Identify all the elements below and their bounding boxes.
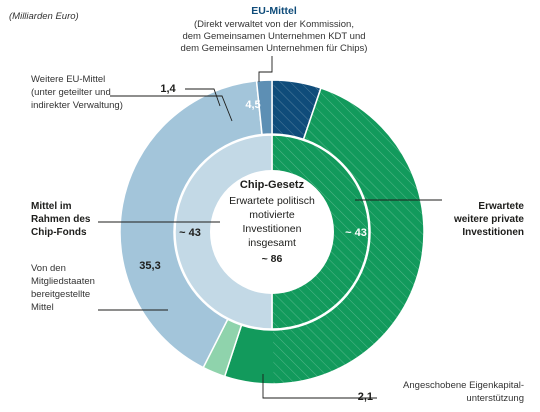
leader-lines (98, 56, 442, 399)
center-line: Investitionen (243, 223, 302, 235)
other-eu-value-label: 1,4 (160, 83, 176, 95)
center-total: ~ 86 (262, 253, 283, 265)
inner-left-value-label: ~ 43 (179, 227, 201, 239)
other-eu-desc-line: Weitere EU-Mittel (31, 74, 105, 85)
member-states-desc-line: bereitgestellte (31, 289, 90, 300)
hatch-overlay (272, 80, 425, 384)
member-states-value-label: 35,3 (139, 260, 160, 272)
other-eu-leader (185, 88, 221, 107)
private-hatch (272, 80, 425, 384)
private-investment-annotation: Erwartete weitere private Investitionen (453, 201, 524, 238)
unit-note: (Milliarden Euro) (9, 11, 79, 22)
center-label: Chip-Gesetz Erwartete politisch motivier… (229, 179, 315, 265)
member-states-segment (119, 79, 263, 369)
other-eu-desc-leader (110, 95, 233, 122)
eu-mittel-desc-line: dem Gemeinsamen Unternehmen für Chips) (181, 43, 368, 54)
other-eu-desc-line: (unter geteilter und (31, 87, 111, 98)
chip-fund-group-label: Mittel im Rahmen des Chip-Fonds (31, 201, 91, 238)
center-line: insgesamt (248, 237, 296, 249)
eu-mittel-annotation: EU-Mittel (Direkt verwaltet von der Komm… (181, 5, 368, 54)
eu-mittel-title: EU-Mittel (251, 5, 297, 17)
member-states-annotation: Von den Mitgliedstaaten bereitgestellte … (31, 263, 95, 313)
eu-mittel-desc-line: dem Gemeinsamen Unternehmen KDT und (182, 31, 365, 42)
eu-mittel-value-label: 4,5 (245, 99, 260, 111)
equity-leader (262, 374, 377, 399)
equity-desc-line: Angeschobene Eigenkapital- (403, 380, 524, 391)
center-line: Erwartete politisch (229, 195, 315, 207)
equity-support-annotation: Angeschobene Eigenkapital- unterstützung (403, 380, 524, 404)
private-investment-line: Erwartete (478, 201, 524, 212)
chip-fund-line: Mittel im (31, 201, 72, 212)
member-states-desc-line: Mittel (31, 302, 54, 313)
center-line: motivierte (249, 209, 295, 221)
member-states-desc-line: Von den (31, 263, 66, 274)
equity-value-label: 2,1 (358, 391, 373, 403)
center-title: Chip-Gesetz (240, 179, 305, 191)
chip-fund-line: Rahmen des (31, 214, 91, 225)
other-eu-funds-annotation: Weitere EU-Mittel (unter geteilter und i… (31, 74, 123, 111)
eu-mittel-leader (258, 56, 273, 82)
private-investment-line: Investitionen (462, 227, 524, 238)
private-investment-line: weitere private (453, 214, 524, 225)
inner-right-value-label: ~ 43 (345, 227, 367, 239)
chip-fund-line: Chip-Fonds (31, 227, 87, 238)
equity-desc-line: unterstützung (466, 393, 524, 404)
eu-mittel-desc-line: (Direkt verwaltet von der Kommission, (194, 19, 354, 30)
other-eu-funds-segment (255, 79, 273, 136)
other-eu-desc-line: indirekter Verwaltung) (31, 100, 123, 111)
member-states-desc-line: Mitgliedstaaten (31, 276, 95, 287)
